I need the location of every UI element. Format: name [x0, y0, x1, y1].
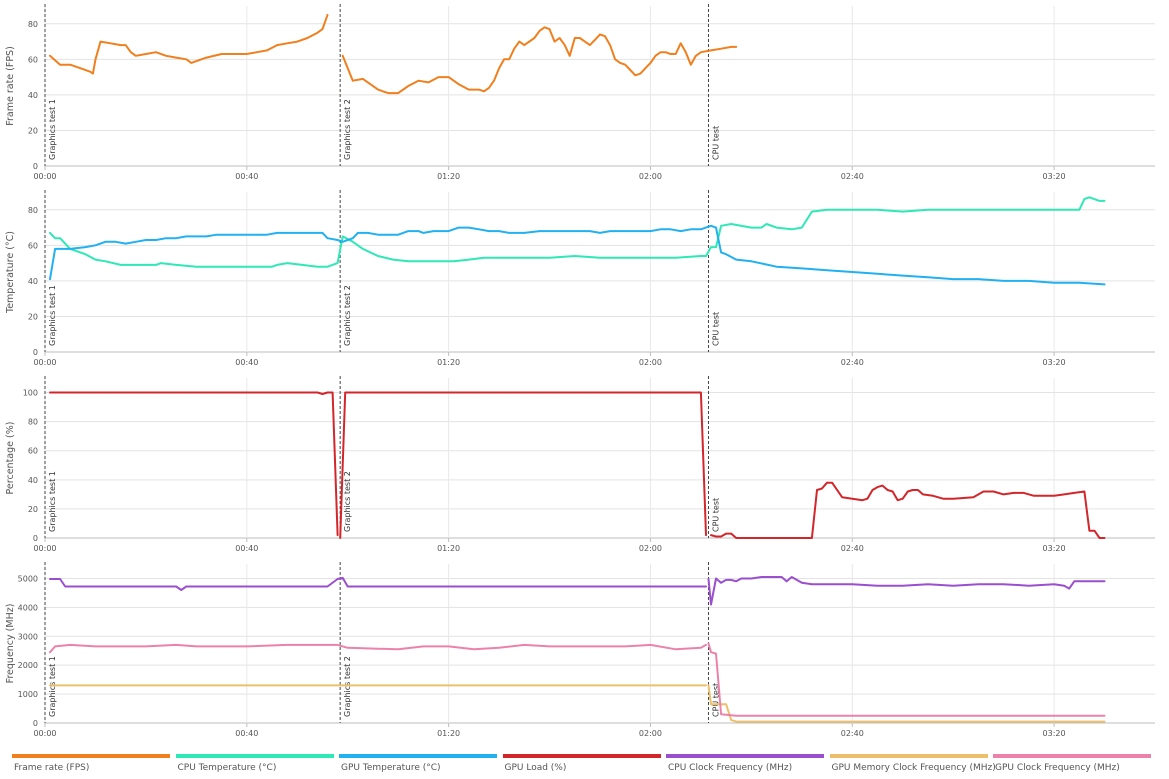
test-marker-label: Graphics test 1 — [48, 656, 57, 717]
x-tick-label: 00:00 — [33, 544, 56, 553]
legend-swatch — [502, 754, 661, 758]
test-marker-label: Graphics test 2 — [343, 285, 352, 346]
y-tick-label: 40 — [28, 91, 38, 100]
y-tick-label: 20 — [28, 312, 38, 321]
y-tick-label: 3000 — [18, 632, 38, 641]
y-axis-title: Percentage (%) — [5, 422, 16, 495]
panel-fps: 0 20 40 60 80 00:00 00:40 01:20 02:00 02:40 03:20 F… — [5, 4, 1155, 181]
x-tick-label: 02:00 — [639, 544, 662, 553]
chart-legend: Frame rate (FPS) CPU Temperature (°C) GPU … — [12, 754, 1158, 776]
y-tick-label: 40 — [28, 277, 38, 286]
y-axis-title: Temperature (°C) — [5, 231, 16, 314]
series-line — [707, 684, 1106, 723]
series-line — [707, 642, 1106, 717]
series-line — [49, 13, 329, 75]
y-axis-title: Frequency (MHz) — [5, 604, 16, 684]
x-tick-label: 03:20 — [1043, 729, 1066, 738]
series-line — [341, 26, 738, 95]
panel-freq: 0 1000 2000 3000 4000 5000 00:00 00:40 01:20 02:0… — [5, 562, 1155, 738]
series-line — [49, 224, 1106, 286]
legend-swatch — [829, 754, 988, 758]
x-tick-label: 02:00 — [639, 172, 662, 181]
y-tick-label: 1000 — [18, 690, 38, 699]
legend-swatch — [666, 754, 824, 758]
y-tick-label: 80 — [28, 20, 38, 29]
x-tick-label: 02:00 — [639, 358, 662, 367]
y-tick-label: 2000 — [18, 661, 38, 670]
x-tick-label: 02:40 — [841, 544, 864, 553]
x-tick-label: 01:20 — [437, 544, 460, 553]
y-tick-label: 60 — [28, 241, 38, 250]
test-marker-label: Graphics test 2 — [343, 99, 352, 160]
y-tick-label: 20 — [28, 505, 38, 514]
y-tick-label: 60 — [28, 447, 38, 456]
y-tick-label: 80 — [28, 206, 38, 215]
series-line — [707, 576, 1106, 606]
x-tick-label: 03:20 — [1043, 544, 1066, 553]
legend-label: Frame rate (FPS) — [14, 763, 90, 773]
legend-label: GPU Temperature (°C) — [341, 763, 441, 773]
panel-load: 0 20 40 60 80 100 00:00 00:40 01:20 02:00 02:40 03:… — [5, 376, 1155, 553]
y-tick-label: 0 — [33, 719, 38, 728]
test-marker-label: Graphics test 1 — [48, 285, 57, 346]
legend-label: GPU Clock Frequency (MHz) — [995, 763, 1120, 773]
legend-swatch — [12, 754, 170, 758]
y-tick-label: 4000 — [18, 603, 38, 612]
legend-label: GPU Memory Clock Frequency (MHz) — [831, 763, 996, 773]
y-tick-label: 20 — [28, 126, 38, 135]
x-tick-label: 02:40 — [841, 172, 864, 181]
y-tick-label: 5000 — [18, 574, 38, 583]
x-tick-label: 01:20 — [437, 172, 460, 181]
series-line — [339, 391, 707, 539]
y-tick-label: 0 — [33, 162, 38, 171]
test-marker-label: CPU test — [711, 683, 720, 717]
x-tick-label: 00:40 — [235, 729, 258, 738]
test-marker-label: Graphics test 1 — [48, 99, 57, 160]
panel-temp: 0 20 40 60 80 00:00 00:40 01:20 02:00 02:40 03:20 T… — [5, 190, 1155, 367]
legend-swatch — [993, 754, 1151, 758]
test-marker-label: CPU test — [711, 498, 720, 532]
legend-swatch — [339, 754, 497, 758]
x-tick-label: 00:00 — [33, 172, 56, 181]
x-tick-label: 02:00 — [639, 729, 662, 738]
x-tick-label: 01:20 — [437, 358, 460, 367]
x-tick-label: 03:20 — [1043, 172, 1066, 181]
y-tick-label: 0 — [33, 534, 38, 543]
y-tick-label: 100 — [23, 389, 38, 398]
x-tick-label: 00:00 — [33, 358, 56, 367]
test-marker-label: CPU test — [711, 126, 720, 160]
y-axis-title: Frame rate (FPS) — [5, 46, 16, 126]
x-tick-label: 00:40 — [235, 358, 258, 367]
test-marker-label: CPU test — [711, 312, 720, 346]
y-tick-label: 60 — [28, 55, 38, 64]
series-line — [49, 391, 339, 537]
legend-label: CPU Clock Frequency (MHz) — [668, 763, 793, 773]
x-tick-label: 02:40 — [841, 358, 864, 367]
x-tick-label: 03:20 — [1043, 358, 1066, 367]
legend-swatch — [175, 754, 334, 758]
test-marker-label: Graphics test 2 — [343, 656, 352, 717]
series-line — [49, 643, 707, 654]
x-tick-label: 02:40 — [841, 729, 864, 738]
series-line — [49, 576, 707, 591]
y-tick-label: 0 — [33, 348, 38, 357]
x-tick-label: 00:40 — [235, 172, 258, 181]
x-tick-label: 00:40 — [235, 544, 258, 553]
series-line — [710, 481, 1106, 539]
legend-label: CPU Temperature (°C) — [177, 763, 277, 773]
series-line — [49, 196, 1106, 268]
y-tick-label: 80 — [28, 418, 38, 427]
x-tick-label: 01:20 — [437, 729, 460, 738]
y-tick-label: 40 — [28, 476, 38, 485]
legend-label: GPU Load (%) — [504, 763, 567, 773]
x-tick-label: 00:00 — [33, 729, 56, 738]
test-marker-label: Graphics test 1 — [48, 471, 57, 532]
test-marker-label: Graphics test 2 — [343, 471, 352, 532]
